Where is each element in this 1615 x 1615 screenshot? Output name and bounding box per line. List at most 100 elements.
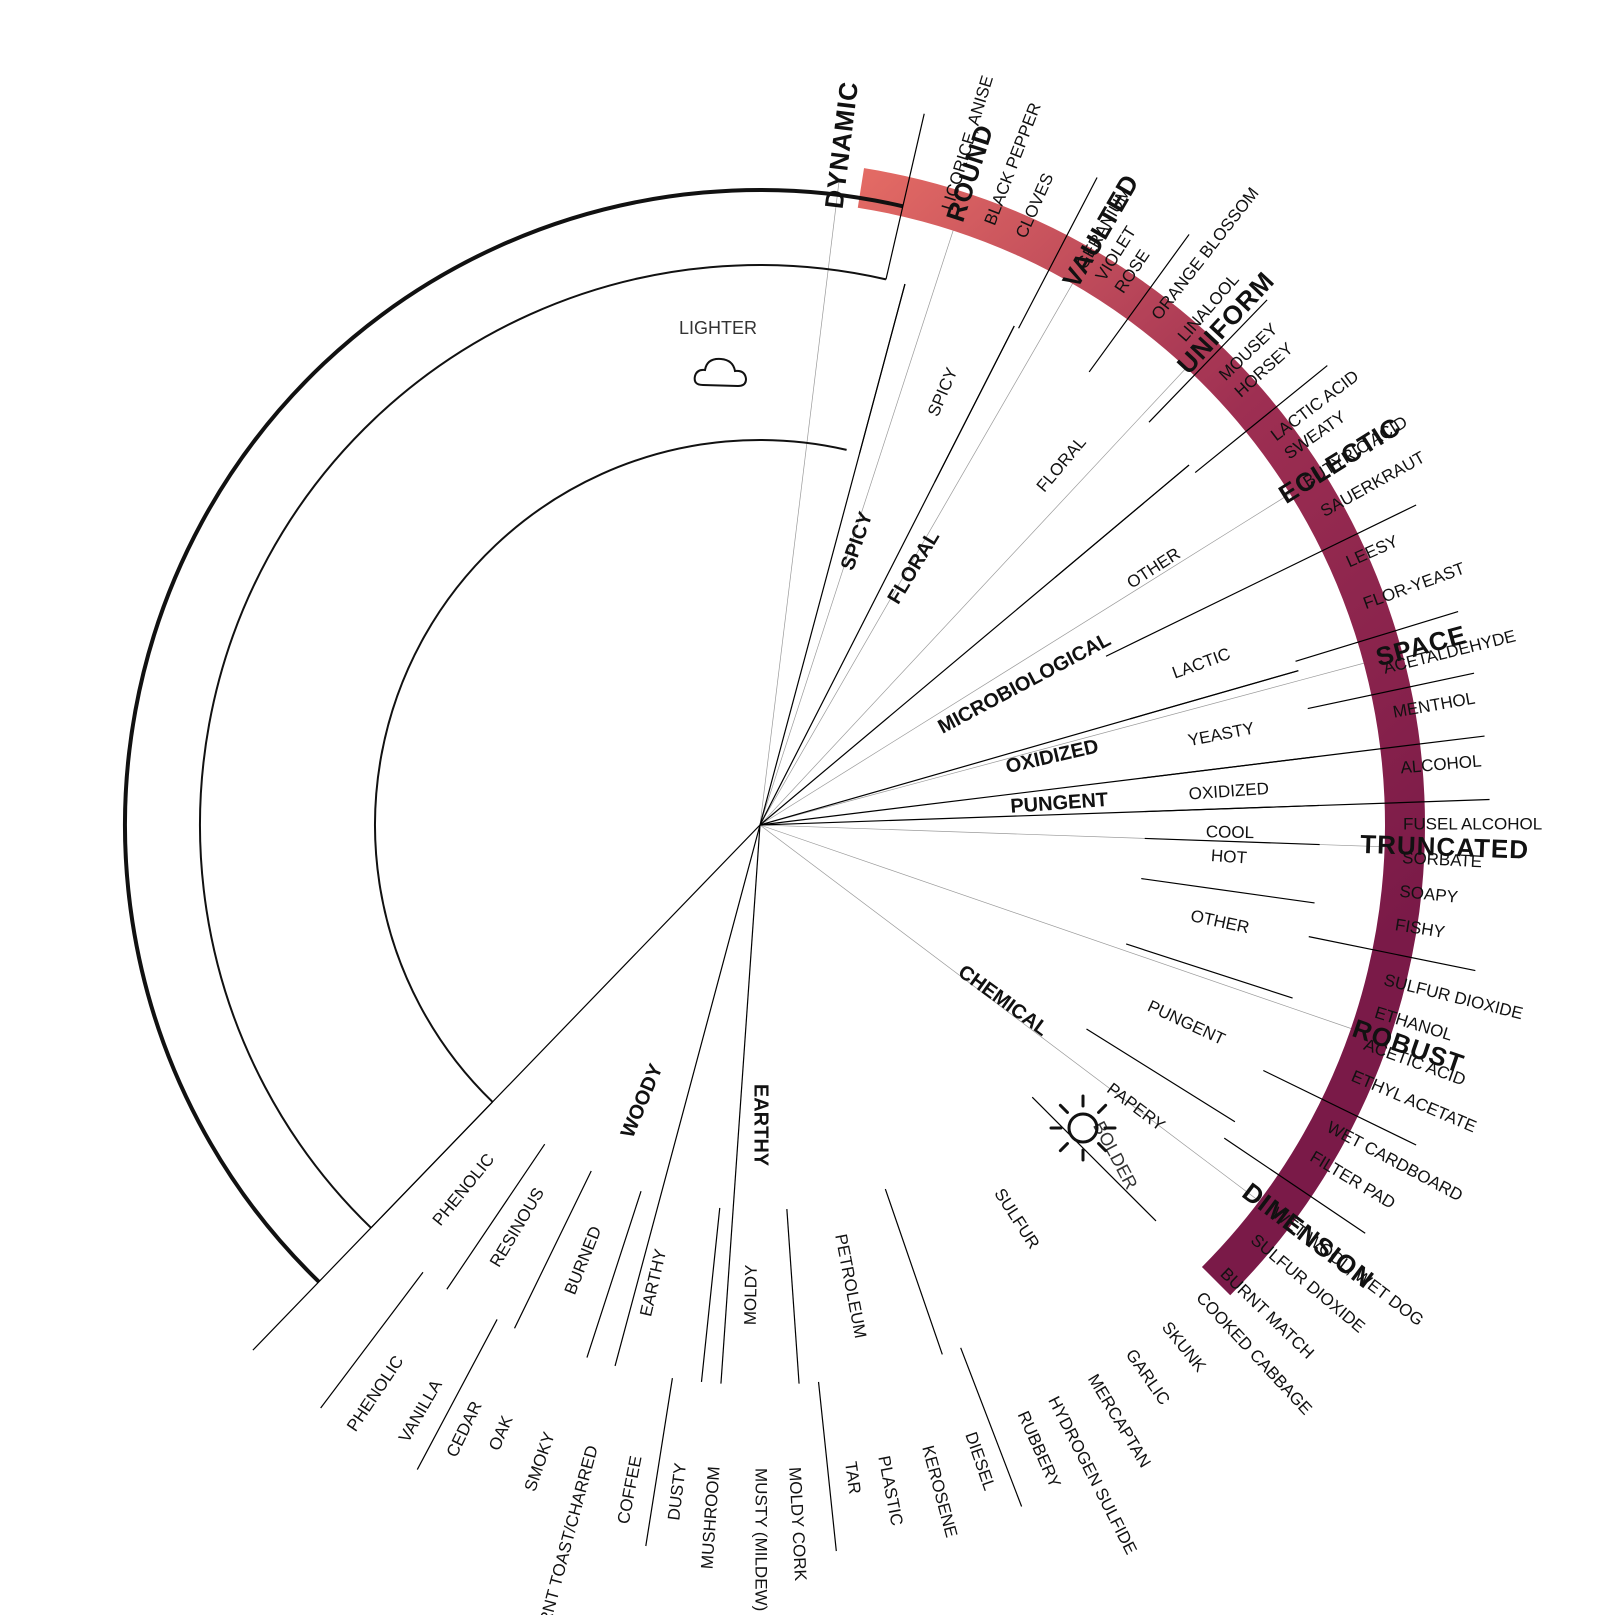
leaf-label: VANILLA [395,1376,446,1446]
leaf-divider [1319,798,1490,807]
leaf-divider [416,1319,498,1470]
sub-divider [700,1207,721,1382]
leaf-ring [199,264,887,1229]
sub-divider [1129,670,1299,720]
leaf-label: TAR [841,1460,864,1495]
subcategory-label: OTHER [1189,906,1251,937]
sub-divider [1105,578,1264,657]
wheel-dividers [252,113,1490,1552]
leaf-divider [1223,1137,1366,1234]
leaf-label: COFFEE [614,1454,646,1525]
style-label: TRUNCATED [1360,829,1530,865]
sub-divider [934,325,1015,483]
intensity-arc [857,168,1425,1296]
style-ray [759,415,1143,826]
leaf-divider [1194,365,1328,474]
leaf-divider [885,113,925,280]
subcategory-label: COOL [1206,822,1255,842]
leaf-label: FUSEL ALCOHOL [1403,814,1542,833]
subcategory-label: SPICY [924,365,961,419]
leaf-label: MOLDY CORK [785,1467,810,1582]
style-ray [759,292,934,826]
category-label: MICROBIOLOGICAL [935,629,1115,739]
leaf-divider [645,1378,673,1547]
leaf-divider [1263,1069,1417,1146]
leaf-label: OAK [485,1412,517,1453]
subcategory-label: OTHER [1123,544,1183,592]
leaf-divider [960,1347,1023,1507]
sun-ray [1097,1142,1108,1153]
subcategory-label: PHENOLIC [429,1150,498,1230]
subcategory-label: PUNGENT [1145,997,1228,1049]
style-ray [759,824,1208,1163]
subcategory-label: YEASTY [1186,719,1255,750]
leaf-label: SKUNK [1158,1318,1210,1376]
category-divider [614,824,761,1367]
sub-divider [1054,464,1190,578]
sub-divider [513,1170,592,1329]
style-ray [759,527,1236,826]
style-ray [759,679,1302,826]
sub-divider [1031,1096,1157,1222]
category-label: SPICY [837,509,878,574]
category-divider [720,824,761,1384]
leaf-label: GARLIC [1122,1346,1174,1409]
leaf-divider [1018,177,1098,329]
leaf-divider [817,1381,837,1552]
leaf-divider [1263,504,1417,581]
subcategory-label: PETROLEUM [831,1232,870,1339]
leaf-divider [1315,735,1485,758]
sub-divider [1141,877,1315,904]
sub-divider [1125,943,1293,999]
sub-divider [1086,1028,1236,1123]
leaf-label: SMOKY [521,1430,559,1494]
subcategory-label: FLORAL [1033,433,1090,496]
category-label: OXIDIZED [1004,735,1101,778]
sun-ray [1058,1103,1069,1114]
leaf-label: DIESEL [961,1430,999,1493]
leaf-label: PLASTIC [874,1454,906,1527]
sub-divider [1144,804,1320,813]
leaf-label: MUSHROOM [697,1466,723,1570]
leaf-divider [1088,234,1190,373]
leaf-divider [320,1271,424,1409]
leaf-label: DUSTY [664,1462,690,1522]
leaf-label: SORBATE [1402,848,1483,871]
category-label: WOODY [617,1060,668,1141]
sun-icon [1049,1094,1117,1162]
leaf-divider [1307,672,1475,710]
sub-divider [446,1143,546,1290]
outer-ring [123,188,904,1284]
sub-divider [859,283,906,454]
leaf-label: CEDAR [443,1398,486,1460]
style-ray [759,824,1290,1008]
style-label: DYNAMIC [819,79,864,210]
style-ray [759,339,1041,826]
subcategory-label: RESINOUS [486,1184,548,1270]
category-label: CHEMICAL [954,961,1052,1041]
style-rays [759,179,1410,1217]
leaf-divider [1148,299,1268,423]
sub-ring [374,439,847,1103]
sub-divider [884,1188,943,1355]
sun-ray [1058,1142,1069,1153]
leaf-label: WET CARDBOARD [1324,1118,1466,1206]
subcategory-label: LACTIC [1170,644,1233,683]
subcategory-label: OXIDIZED [1188,779,1269,804]
sub-divider [786,1209,800,1384]
sun-ray [1097,1103,1108,1114]
cloud-icon [693,357,748,388]
subcategory-label: HOT [1210,846,1247,867]
leaf-divider [1295,610,1459,662]
sub-divider [1142,756,1316,779]
subcategory-label: SULFUR [990,1185,1043,1252]
category-label: EARTHY [750,1084,772,1167]
category-label: FLORAL [884,527,945,608]
leaf-label: MUSTY (MILDEW) [752,1468,771,1611]
leaf-label: KEROSENE [918,1443,961,1539]
intensity-gradient-band [857,168,1425,1296]
lighter-label: LIGHTER [679,318,757,338]
sub-divider [370,1101,493,1229]
